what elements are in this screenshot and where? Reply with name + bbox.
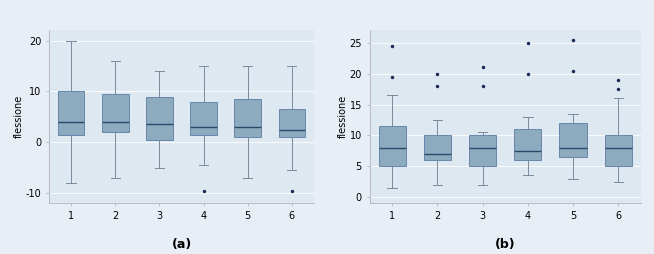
Bar <box>234 99 261 137</box>
Bar <box>58 91 84 135</box>
Y-axis label: flessione: flessione <box>14 95 24 138</box>
Bar <box>146 97 173 140</box>
Bar <box>190 102 216 135</box>
Bar <box>379 126 405 166</box>
Y-axis label: flessione: flessione <box>338 95 348 138</box>
Bar <box>279 109 305 137</box>
Bar <box>102 94 128 132</box>
Bar <box>514 129 542 160</box>
Bar <box>559 123 587 157</box>
Bar <box>424 135 451 160</box>
Text: (b): (b) <box>494 239 515 251</box>
Bar <box>605 135 632 166</box>
Text: (a): (a) <box>172 239 192 251</box>
Bar <box>469 135 496 166</box>
